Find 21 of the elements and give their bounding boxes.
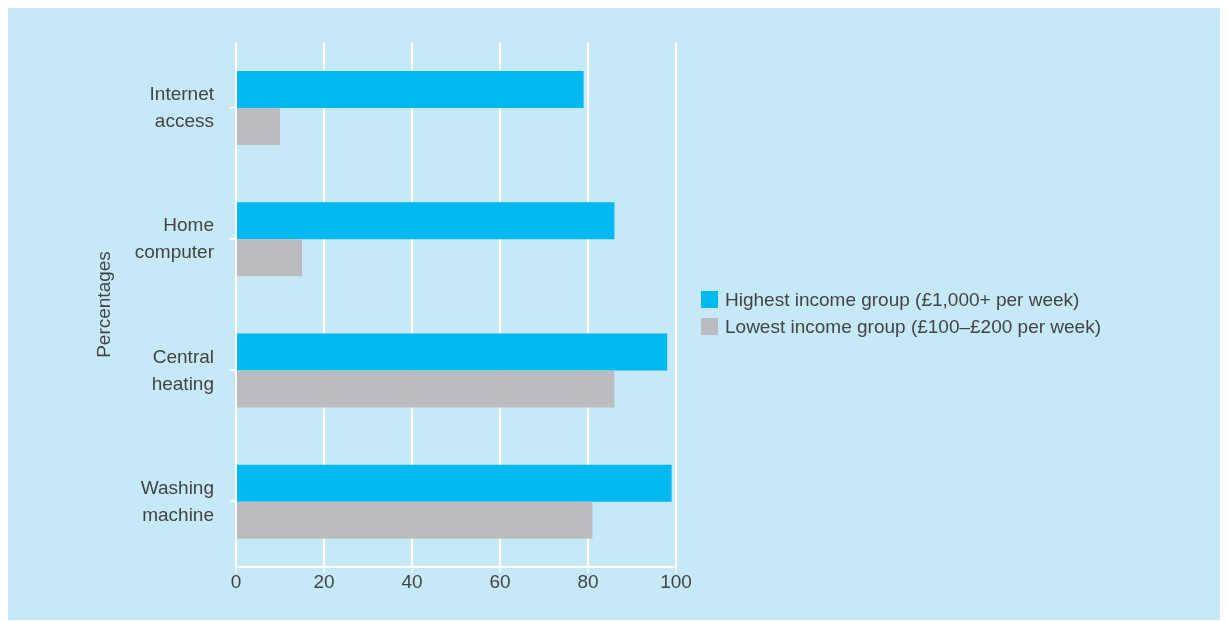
- bar: [236, 202, 615, 240]
- x-tick-label: 0: [230, 571, 242, 593]
- bar: [236, 501, 593, 539]
- bar: [236, 239, 302, 277]
- legend-label: Highest income group (£1,000+ per week): [725, 288, 1080, 312]
- x-tick-label: 20: [313, 571, 335, 593]
- x-tick-label: 80: [577, 571, 599, 593]
- y-tick-label: Washing machine: [140, 476, 214, 525]
- bar: [236, 464, 672, 502]
- x-tick-label: 100: [660, 571, 692, 593]
- y-axis-title: Percentages: [92, 251, 114, 358]
- y-tick-label: Home computer: [134, 214, 215, 263]
- legend-label: Lowest income group (£100–£200 per week): [725, 315, 1102, 339]
- bar: [236, 71, 584, 108]
- y-tick-label: Central heating: [151, 345, 214, 394]
- x-tick-label: 40: [401, 571, 423, 593]
- x-tick-label: 60: [489, 571, 511, 593]
- bar: [236, 108, 280, 145]
- bar: [236, 333, 668, 371]
- bar: [236, 370, 615, 408]
- y-tick-label: Internet access: [149, 83, 215, 132]
